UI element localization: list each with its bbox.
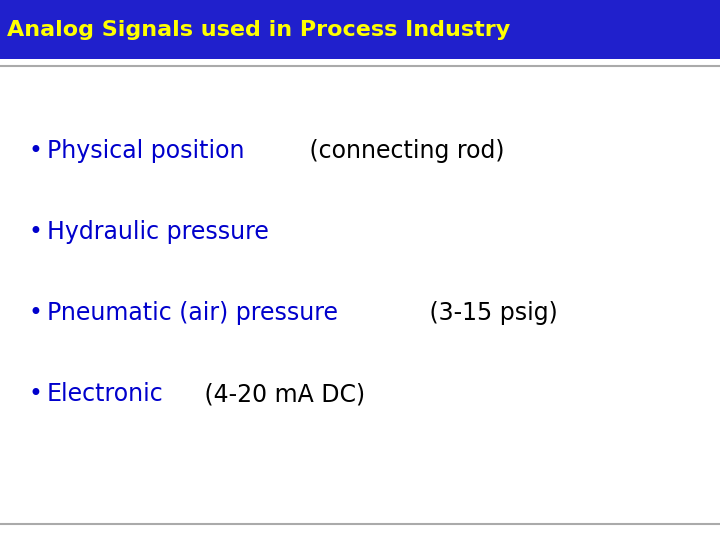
Text: •: •	[29, 382, 42, 406]
Text: (connecting rod): (connecting rod)	[302, 139, 504, 163]
Text: •: •	[29, 220, 42, 244]
Text: Hydraulic pressure: Hydraulic pressure	[47, 220, 269, 244]
Text: (3-15 psig): (3-15 psig)	[423, 301, 558, 325]
Text: •: •	[29, 139, 42, 163]
Text: Physical position: Physical position	[47, 139, 244, 163]
Text: Pneumatic (air) pressure: Pneumatic (air) pressure	[47, 301, 338, 325]
Bar	[0, 0, 720, 59]
Text: (4-20 mA DC): (4-20 mA DC)	[197, 382, 366, 406]
Text: Analog Signals used in Process Industry: Analog Signals used in Process Industry	[7, 19, 510, 40]
Text: Electronic: Electronic	[47, 382, 163, 406]
Text: •: •	[29, 301, 42, 325]
